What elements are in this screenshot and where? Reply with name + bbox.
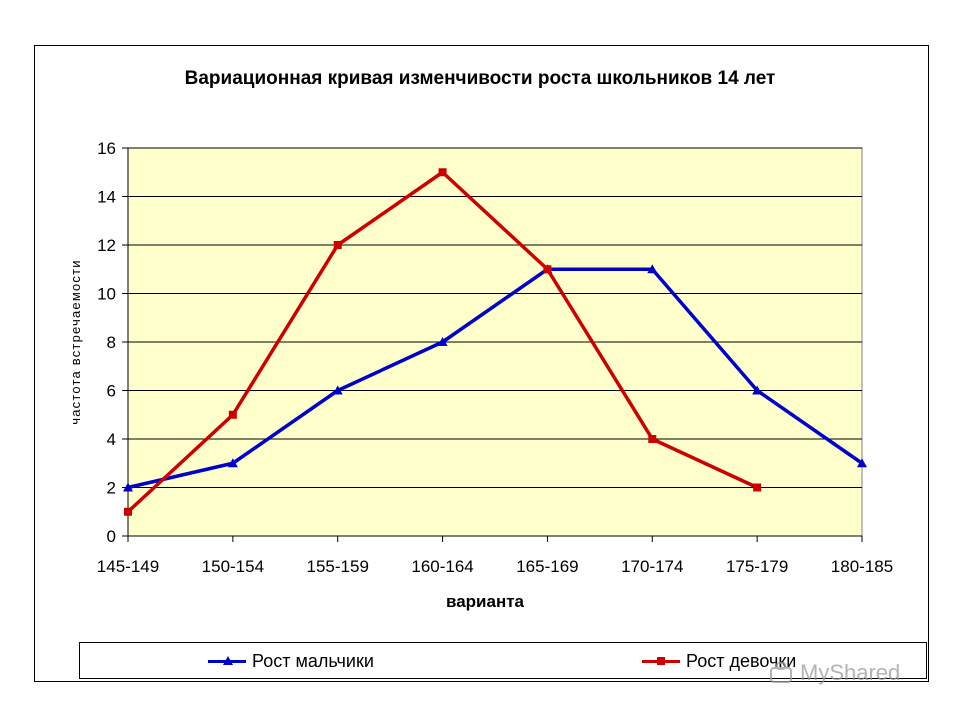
y-axis-label: частота встречаемости	[68, 259, 83, 424]
x-tick-label: 170-174	[621, 557, 683, 576]
y-tick-label: 10	[97, 285, 116, 304]
data-point-0	[437, 337, 448, 346]
data-point-1	[543, 265, 552, 274]
x-axis-label: варианта	[446, 592, 525, 611]
watermark-icon	[770, 662, 792, 683]
series-line-0	[127, 267, 863, 490]
y-tick-label: 14	[97, 188, 116, 207]
x-tick-label: 145-149	[97, 557, 159, 576]
data-point-1	[438, 168, 447, 177]
x-tick-label: 175-179	[726, 557, 788, 576]
data-point-0	[857, 458, 867, 468]
y-tick-label: 0	[107, 527, 116, 546]
y-tick-label: 4	[107, 430, 116, 449]
data-point-1	[228, 410, 237, 419]
data-point-0	[647, 264, 658, 274]
data-point-1	[124, 507, 132, 516]
chart-title: Вариационная кривая изменчивости роста ш…	[184, 68, 776, 89]
data-point-0	[332, 385, 343, 395]
legend-line-boys-icon	[208, 656, 246, 665]
data-point-1	[648, 435, 657, 443]
y-tick-label: 16	[97, 139, 116, 158]
x-tick-label: 150-154	[202, 557, 264, 576]
y-tick-label: 8	[107, 333, 116, 352]
y-tick-label: 12	[97, 236, 116, 255]
data-point-1	[753, 483, 762, 492]
data-point-0	[227, 458, 238, 468]
y-tick-label: 2	[107, 479, 116, 498]
data-point-0	[752, 385, 763, 395]
x-tick-label: 155-159	[307, 557, 369, 576]
legend-label-boys: Рост мальчики	[252, 651, 374, 671]
x-tick-label: 160-164	[411, 557, 473, 576]
data-point-0	[123, 482, 133, 492]
legend-item-girls: Рост девочки	[642, 651, 796, 672]
chart-legend: Рост мальчики Рост девочки	[79, 642, 927, 679]
x-tick-label: 165-169	[516, 557, 578, 576]
legend-label-girls: Рост девочки	[686, 651, 797, 671]
legend-item-boys: Рост мальчики	[208, 651, 374, 672]
y-tick-label: 6	[107, 382, 116, 401]
x-tick-label: 180-185	[831, 557, 893, 576]
legend-line-girls-icon	[642, 657, 680, 665]
watermark-logo: MyShared	[768, 660, 900, 686]
data-point-1	[333, 241, 342, 249]
